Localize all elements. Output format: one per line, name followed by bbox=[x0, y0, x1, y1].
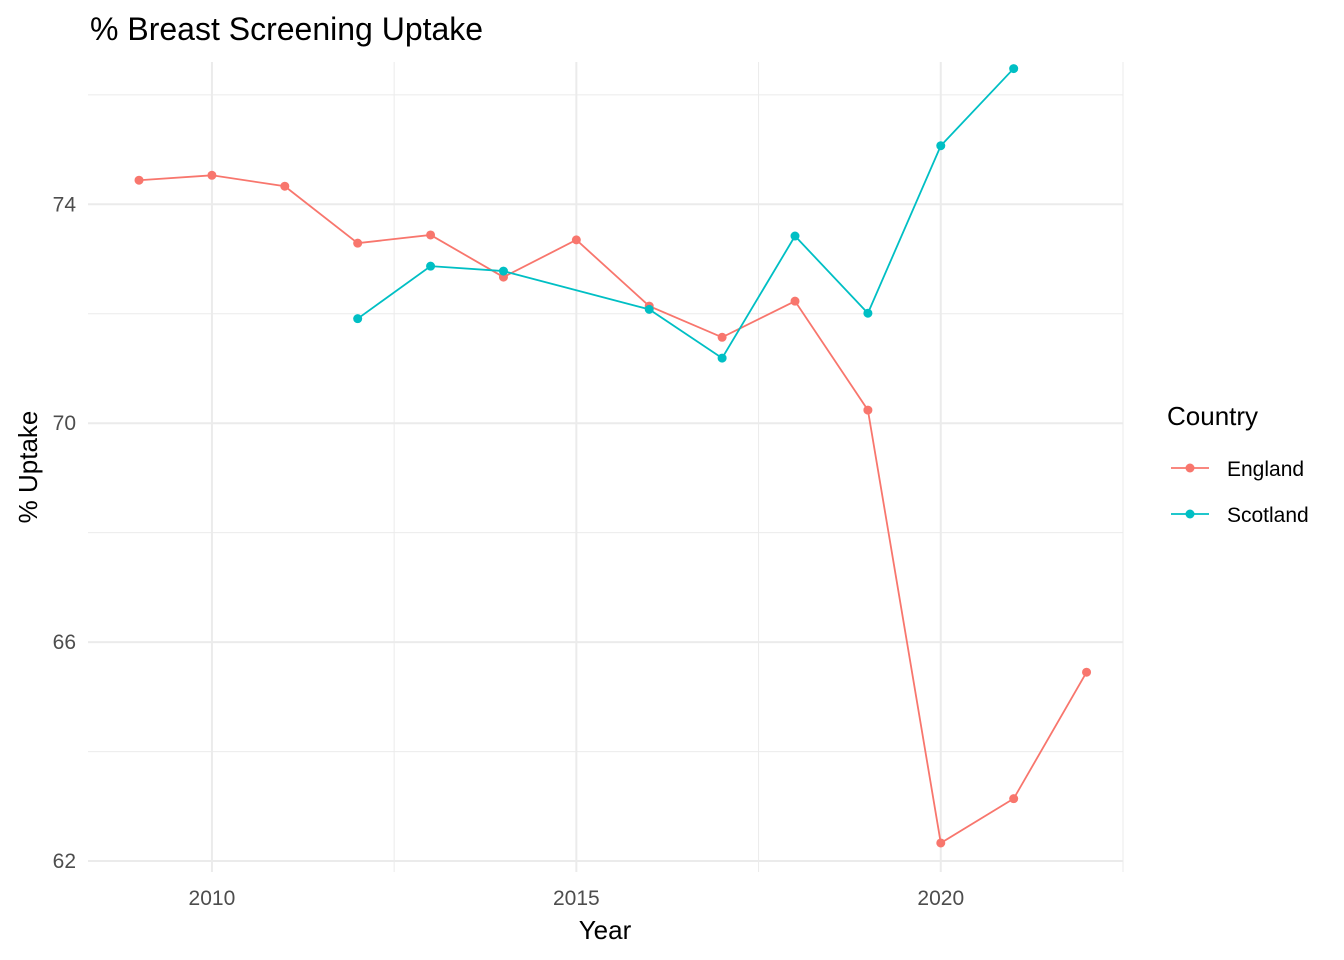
chart-title: % Breast Screening Uptake bbox=[90, 11, 483, 47]
x-axis-title: Year bbox=[579, 915, 632, 945]
x-axis-ticks: 2010 2015 2020 bbox=[189, 887, 965, 910]
series-layer bbox=[134, 64, 1092, 848]
x-tick-label: 2020 bbox=[917, 887, 964, 910]
data-point-england bbox=[1082, 667, 1092, 677]
y-tick-label: 70 bbox=[53, 412, 76, 435]
series-scotland bbox=[353, 64, 1019, 363]
legend-item-scotland: Scotland bbox=[1171, 504, 1309, 527]
data-point-england bbox=[571, 235, 581, 245]
data-point-england bbox=[863, 405, 873, 415]
data-point-scotland bbox=[426, 261, 436, 271]
data-point-scotland bbox=[1009, 64, 1019, 74]
data-point-england bbox=[280, 181, 290, 191]
grid bbox=[88, 62, 1124, 872]
data-point-england bbox=[717, 332, 727, 342]
data-point-england bbox=[936, 838, 946, 848]
y-axis-ticks: 62 66 70 74 bbox=[53, 193, 77, 873]
series-england bbox=[134, 170, 1092, 848]
legend-key-point bbox=[1185, 463, 1195, 473]
data-point-england bbox=[426, 230, 436, 240]
y-tick-label: 74 bbox=[53, 193, 77, 216]
data-point-scotland bbox=[936, 141, 946, 151]
series-line-scotland bbox=[357, 67, 1015, 360]
series-line-england bbox=[138, 174, 1088, 845]
legend-title: Country bbox=[1167, 401, 1258, 431]
x-tick-label: 2010 bbox=[189, 887, 236, 910]
data-point-scotland bbox=[717, 353, 727, 363]
data-point-england bbox=[1009, 794, 1019, 804]
data-point-scotland bbox=[353, 314, 363, 324]
x-tick-label: 2015 bbox=[553, 887, 600, 910]
data-point-scotland bbox=[790, 231, 800, 241]
y-tick-label: 62 bbox=[53, 850, 76, 873]
data-point-scotland bbox=[863, 308, 873, 318]
y-tick-label: 66 bbox=[53, 631, 76, 654]
data-point-england bbox=[353, 238, 363, 248]
legend-key-point bbox=[1185, 509, 1195, 519]
data-point-england bbox=[134, 175, 144, 185]
legend: Country England Scotland bbox=[1167, 401, 1309, 527]
legend-label: England bbox=[1227, 458, 1304, 481]
data-point-england bbox=[207, 170, 217, 180]
data-point-england bbox=[790, 296, 800, 306]
data-point-scotland bbox=[644, 304, 654, 314]
data-point-scotland bbox=[498, 266, 508, 276]
legend-item-england: England bbox=[1171, 458, 1304, 481]
legend-items: England Scotland bbox=[1171, 458, 1309, 527]
legend-label: Scotland bbox=[1227, 504, 1309, 527]
y-axis-title: % Uptake bbox=[13, 411, 43, 524]
